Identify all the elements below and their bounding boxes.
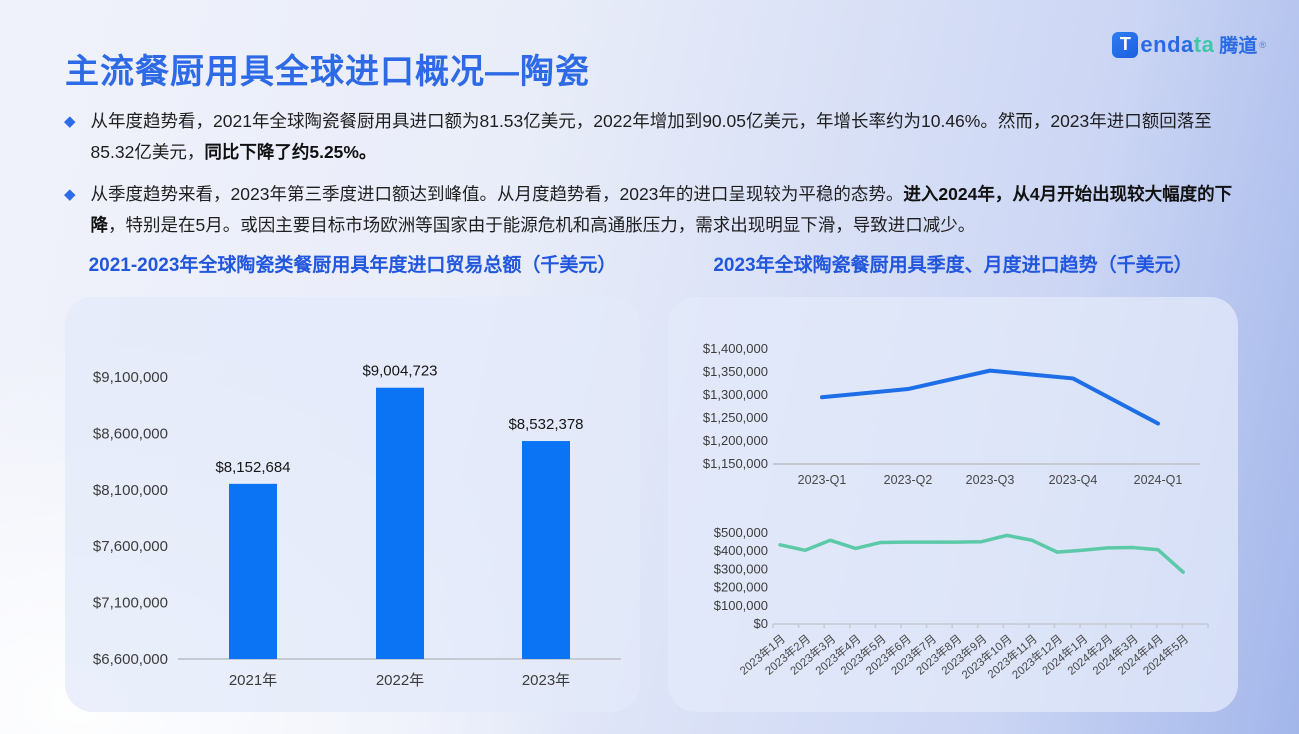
bullet-quarterly-trend: ◆ 从季度趋势来看，2023年第三季度进口额达到峰值。从月度趋势看，2023年的…: [64, 179, 1254, 241]
y-tick-label: $6,600,000: [93, 651, 168, 668]
y-tick-label: $1,350,000: [703, 364, 768, 379]
tendata-logo: T endata 腾道 ®: [1112, 31, 1266, 58]
annual-chart-title: 2021-2023年全球陶瓷类餐厨用具年度进口贸易总额（千美元）: [88, 255, 617, 276]
x-category-label: 2023-Q1: [798, 473, 847, 487]
bar-2023年: [522, 441, 570, 659]
monthly-line-chart: $0 $100,000 $200,000 $300,000 $400,000 $500,0…: [714, 525, 1209, 682]
x-category-label: 2023-Q2: [884, 473, 933, 487]
x-category-label: 2024-Q1: [1134, 473, 1183, 487]
y-tick-label: $1,200,000: [703, 433, 768, 448]
y-tick-label: $300,000: [714, 561, 768, 576]
diamond-bullet-icon: ◆: [64, 186, 76, 203]
annual-chart-panel: $6,600,000 $7,100,000 $7,600,000 $8,100,000…: [65, 297, 640, 712]
quarterly-trend-line: [820, 368, 1160, 426]
tendata-logo-icon: T: [1112, 31, 1139, 58]
trend-chart-title: 2023年全球陶瓷餐厨用具季度、月度进口趋势（千美元）: [713, 255, 1193, 276]
tendata-logo-wordmark: endata: [1140, 31, 1215, 57]
y-tick-label: $500,000: [714, 525, 768, 540]
y-tick-label: $8,100,000: [93, 482, 168, 499]
y-tick-label: $8,600,000: [93, 425, 168, 442]
bar-data-label: $9,004,723: [362, 363, 437, 380]
x-category-label: 2023-Q3: [966, 473, 1015, 487]
x-category-label: 2023-Q4: [1049, 473, 1098, 487]
y-tick-label: $9,100,000: [93, 369, 168, 386]
bullet-quarterly-trend-text: 从季度趋势来看，2023年第三季度进口额达到峰值。从月度趋势看，2023年的进口…: [90, 184, 1233, 235]
trend-chart-panel: $1,150,000 $1,200,000 $1,250,000 $1,300,000…: [668, 297, 1238, 712]
y-tick-label: $7,100,000: [93, 595, 168, 612]
diamond-bullet-icon: ◆: [64, 113, 76, 130]
y-tick-label: $1,250,000: [703, 410, 768, 425]
y-tick-label: $1,400,000: [703, 341, 768, 356]
tendata-logo-cn: 腾道: [1219, 36, 1258, 57]
registered-mark-icon: ®: [1259, 39, 1266, 50]
x-category-label: 2021年: [229, 672, 277, 689]
x-category-label: 2022年: [376, 672, 424, 689]
y-tick-label: $1,300,000: [703, 387, 768, 402]
bar-2022年: [376, 387, 424, 659]
bar-data-label: $8,152,684: [215, 459, 290, 476]
page-title: 主流餐厨用具全球进口概况—陶瓷: [65, 53, 590, 91]
y-tick-label: $0: [754, 616, 768, 631]
bullet-annual-trend-text: 从年度趋势看，2021年全球陶瓷餐厨用具进口额为81.53亿美元，2022年增加…: [90, 111, 1212, 162]
y-tick-label: $100,000: [714, 598, 768, 613]
y-tick-label: $7,600,000: [93, 538, 168, 555]
trend-chart-column: 2023年全球陶瓷餐厨用具季度、月度进口趋势（千美元） $1,150,000 $1…: [668, 250, 1238, 712]
y-tick-label: $400,000: [714, 543, 768, 558]
bar-2021年: [229, 483, 277, 659]
annual-bar-chart: $6,600,000 $7,100,000 $7,600,000 $8,100,000…: [93, 363, 621, 689]
monthly-trend-line: [778, 533, 1185, 574]
x-category-label: 2023年: [522, 672, 570, 689]
y-tick-label: $200,000: [714, 580, 768, 595]
annual-chart-column: 2021-2023年全球陶瓷类餐厨用具年度进口贸易总额（千美元） $6,600,…: [65, 250, 640, 712]
bullet-annual-trend: ◆ 从年度趋势看，2021年全球陶瓷餐厨用具进口额为81.53亿美元，2022年…: [64, 106, 1254, 168]
charts-row: 2021-2023年全球陶瓷类餐厨用具年度进口贸易总额（千美元） $6,600,…: [65, 250, 1238, 712]
bar-data-label: $8,532,378: [508, 416, 583, 433]
y-tick-label: $1,150,000: [703, 456, 768, 471]
quarterly-line-chart: $1,150,000 $1,200,000 $1,250,000 $1,300,000…: [703, 341, 1200, 487]
summary-bullets: ◆ 从年度趋势看，2021年全球陶瓷餐厨用具进口额为81.53亿美元，2022年…: [64, 106, 1254, 252]
